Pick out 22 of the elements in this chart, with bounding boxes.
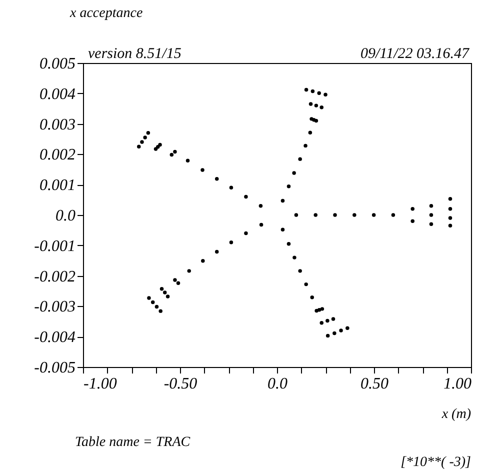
x-tick-label: 0.0 bbox=[268, 376, 288, 392]
y-tick-label: 0.0 bbox=[56, 208, 76, 224]
text: [*10**( -3)] bbox=[400, 455, 471, 470]
y-tick-label: 0.001 bbox=[40, 177, 76, 194]
y-tick-label: -0.002 bbox=[34, 268, 76, 286]
y-tick-label: -0.005 bbox=[34, 360, 76, 376]
x-tick-label: 1.00 bbox=[444, 376, 472, 392]
x-axis-title: x (m) bbox=[440, 407, 472, 422]
y-tick-label: -0.004 bbox=[34, 329, 76, 346]
x-tick-label: 0.50 bbox=[360, 376, 388, 392]
y-tick-label: 0.005 bbox=[40, 56, 76, 72]
x-tick-label: -1.00 bbox=[84, 376, 117, 392]
text: Table name = TRAC bbox=[75, 435, 191, 450]
text: version 8.51/15 bbox=[88, 46, 182, 62]
x-tick-label: -0.50 bbox=[164, 376, 198, 392]
text: 09/11/22 03.16.47 bbox=[360, 46, 470, 62]
chart-title: x acceptance bbox=[69, 6, 143, 21]
y-tick-label: -0.001 bbox=[34, 238, 76, 255]
y-tick-label: -0.003 bbox=[34, 298, 76, 316]
y-tick-label: 0.004 bbox=[40, 86, 76, 103]
y-tick-label: 0.003 bbox=[40, 116, 76, 134]
y-tick-label: 0.002 bbox=[40, 146, 76, 164]
